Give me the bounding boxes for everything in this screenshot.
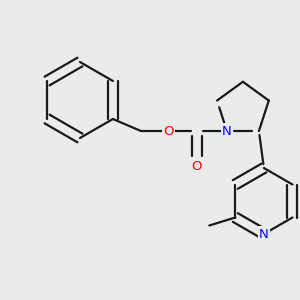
Text: N: N — [259, 227, 269, 241]
Text: O: O — [192, 160, 202, 172]
Text: O: O — [164, 124, 174, 137]
Text: N: N — [222, 124, 232, 137]
